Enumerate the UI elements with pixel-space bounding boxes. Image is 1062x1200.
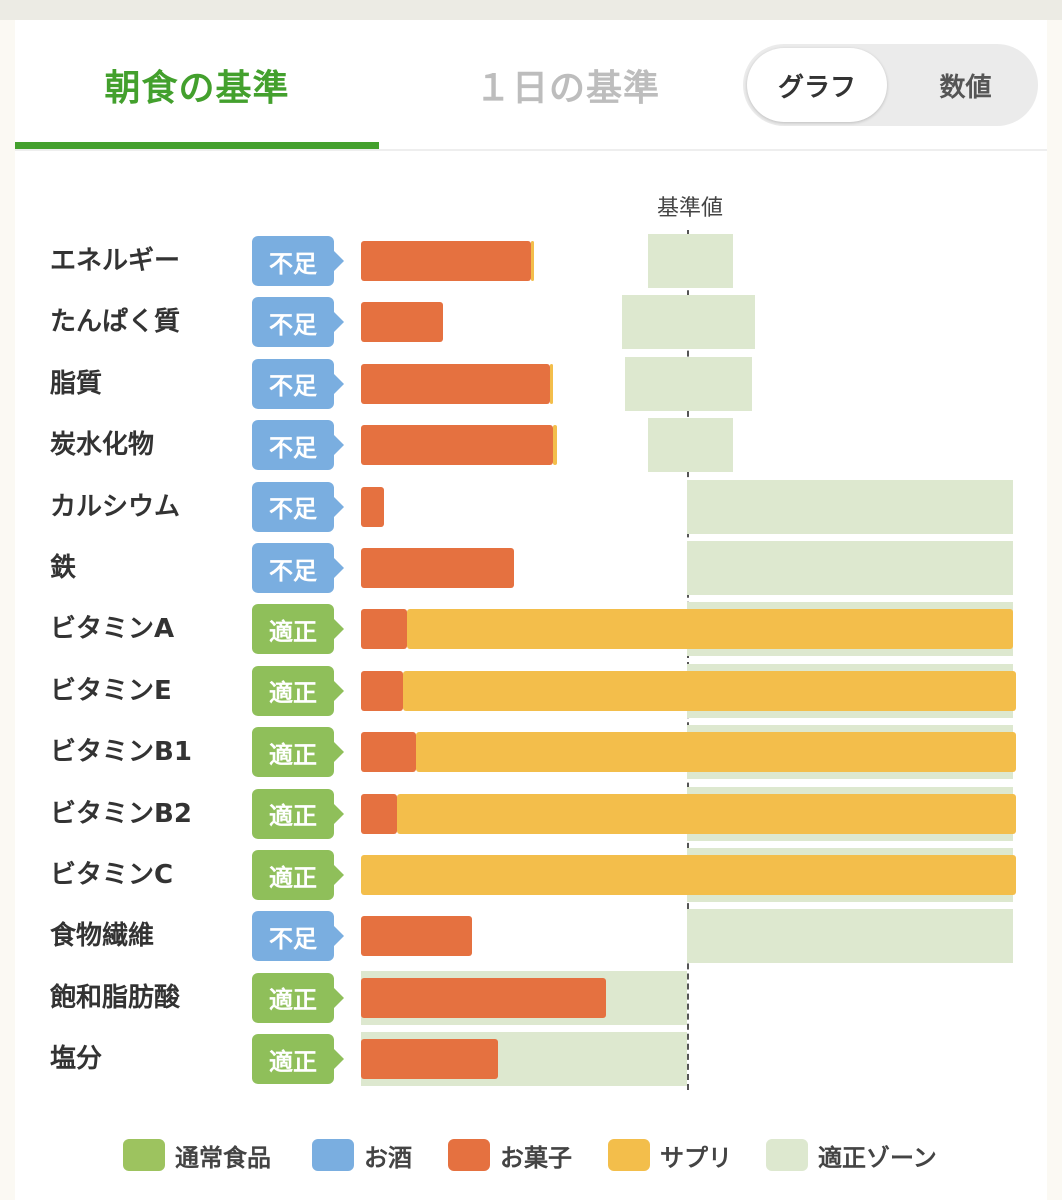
nutrient-label: ビタミンB1 bbox=[50, 737, 192, 768]
nutrient-label: 脂質 bbox=[50, 368, 103, 399]
optimal-zone bbox=[687, 541, 1013, 595]
supplement-bar bbox=[550, 363, 554, 404]
legend-swatch bbox=[608, 1139, 650, 1171]
nutrient-label: たんぱく質 bbox=[50, 307, 181, 338]
supplement-bar bbox=[553, 425, 557, 466]
optimal-zone bbox=[647, 234, 733, 288]
optimal-zone bbox=[687, 479, 1013, 534]
legend-label: 適正ゾーン bbox=[818, 1143, 937, 1172]
legend-label: サプリ bbox=[660, 1143, 732, 1172]
snack-bar bbox=[361, 1039, 498, 1080]
optimal-zone bbox=[621, 295, 756, 350]
status-badge: 適正 bbox=[252, 972, 344, 1023]
nutrient-label: 飽和脂肪酸 bbox=[50, 982, 181, 1013]
snack-bar bbox=[361, 670, 404, 711]
supplement-bar bbox=[396, 793, 1017, 834]
snack-bar bbox=[361, 241, 531, 281]
status-badge: 適正 bbox=[252, 788, 344, 839]
tabs-divider bbox=[15, 149, 1047, 151]
nutrient-label: ビタミンE bbox=[50, 675, 172, 706]
legend-item: 通常食品 bbox=[123, 1130, 271, 1180]
status-badge: 適正 bbox=[252, 665, 344, 716]
supplement-bar bbox=[406, 609, 1013, 650]
nutrient-label: エネルギー bbox=[50, 246, 181, 276]
status-badge: 不足 bbox=[252, 358, 344, 409]
status-badge: 不足 bbox=[252, 911, 344, 962]
status-badge: 不足 bbox=[252, 420, 344, 471]
snack-bar bbox=[361, 793, 397, 834]
supplement-bar bbox=[416, 732, 1017, 773]
legend-swatch bbox=[123, 1139, 165, 1171]
optimal-zone bbox=[687, 909, 1013, 964]
snack-bar bbox=[361, 363, 551, 404]
graph-toggle-button[interactable]: グラフ bbox=[747, 48, 887, 122]
nutrient-label: 塩分 bbox=[50, 1044, 103, 1075]
status-badge: 適正 bbox=[252, 850, 344, 900]
snack-bar bbox=[361, 609, 407, 650]
status-badge: 適正 bbox=[252, 604, 344, 655]
legend-label: お酒 bbox=[364, 1143, 412, 1172]
nutrient-label: 炭水化物 bbox=[50, 430, 155, 461]
legend-item: 適正ゾーン bbox=[766, 1130, 937, 1180]
legend-item: お菓子 bbox=[448, 1130, 572, 1180]
nutrient-label: ビタミンB2 bbox=[50, 798, 192, 829]
optimal-zone bbox=[647, 418, 733, 473]
supplement-bar bbox=[530, 241, 534, 281]
nutrient-label: ビタミンC bbox=[50, 860, 174, 890]
legend-swatch bbox=[766, 1139, 808, 1171]
status-badge: 不足 bbox=[252, 236, 344, 286]
status-badge: 不足 bbox=[252, 481, 344, 532]
legend-swatch bbox=[312, 1139, 354, 1171]
supplement-bar bbox=[361, 855, 1017, 895]
nutrient-label: 鉄 bbox=[50, 553, 77, 583]
legend-label: お菓子 bbox=[500, 1143, 572, 1172]
snack-bar bbox=[361, 302, 443, 343]
status-badge: 適正 bbox=[252, 1034, 344, 1085]
view-toggle: グラフ 数値 bbox=[743, 44, 1038, 126]
optimal-zone bbox=[625, 356, 753, 411]
snack-bar bbox=[361, 977, 606, 1018]
tab-breakfast-standard[interactable]: 朝食の基準 bbox=[15, 20, 379, 150]
reference-label: 基準値 bbox=[656, 196, 723, 221]
status-badge: 適正 bbox=[252, 727, 344, 778]
snack-bar bbox=[361, 486, 384, 527]
tab-bar: 朝食の基準 １日の基準 bbox=[15, 20, 1047, 150]
snack-bar bbox=[361, 732, 417, 773]
legend-swatch bbox=[448, 1139, 490, 1171]
nutrient-label: 食物繊維 bbox=[50, 921, 155, 952]
tab-daily-standard[interactable]: １日の基準 bbox=[475, 68, 661, 109]
status-badge: 不足 bbox=[252, 297, 344, 348]
nutrient-label: カルシウム bbox=[50, 491, 181, 522]
legend-item: お酒 bbox=[312, 1130, 412, 1180]
reference-line bbox=[687, 230, 689, 1090]
snack-bar bbox=[361, 425, 554, 466]
status-badge: 不足 bbox=[252, 543, 344, 593]
legend-label: 通常食品 bbox=[175, 1143, 271, 1172]
supplement-bar bbox=[403, 670, 1017, 711]
value-toggle-button[interactable]: 数値 bbox=[939, 72, 992, 103]
nutrient-label: ビタミンA bbox=[50, 614, 175, 645]
chart-legend: 通常食品 お酒 お菓子 サプリ 適正ゾーン bbox=[0, 1130, 1062, 1180]
snack-bar bbox=[361, 548, 515, 588]
legend-item: サプリ bbox=[608, 1130, 732, 1180]
top-strip bbox=[0, 0, 1062, 20]
snack-bar bbox=[361, 916, 472, 957]
